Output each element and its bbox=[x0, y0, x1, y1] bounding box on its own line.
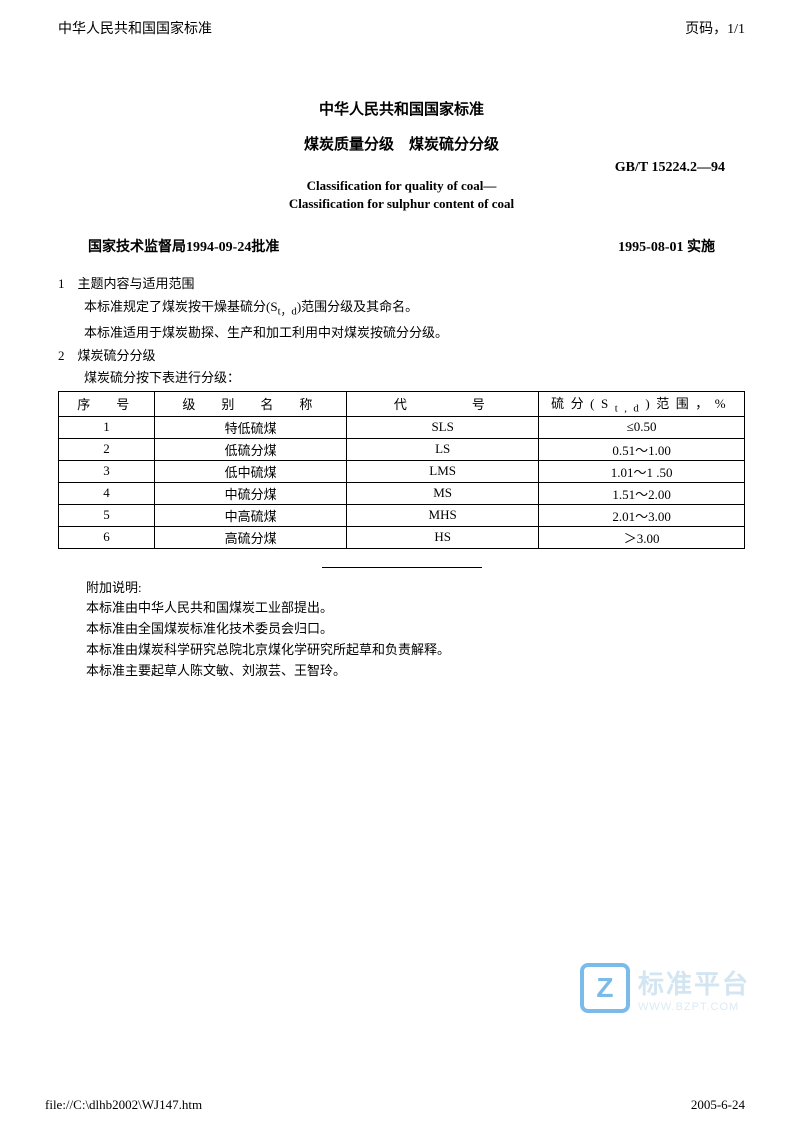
table-cell: MHS bbox=[347, 504, 539, 526]
approval-row: 国家技术监督局1994-09-24批准 1995-08-01 实施 bbox=[88, 236, 715, 256]
standard-code: GB/T 15224.2—94 bbox=[58, 160, 745, 176]
table-cell: 高硫分煤 bbox=[155, 526, 347, 548]
table-cell: 2 bbox=[59, 438, 155, 460]
appendix-heading: 附加说明: bbox=[86, 578, 745, 599]
section-1-heading: 1 主题内容与适用范围 bbox=[58, 274, 745, 295]
table-cell: 2.01～3.00 bbox=[539, 504, 745, 526]
footer-left: file://C:\dlhb2002\WJ147.htm bbox=[45, 1097, 202, 1113]
approval-left: 国家技术监督局1994-09-24批准 bbox=[88, 236, 279, 256]
appendix-block: 附加说明: 本标准由中华人民共和国煤炭工业部提出。 本标准由全国煤炭标准化技术委… bbox=[86, 578, 745, 682]
table-row: 5中高硫煤MHS2.01～3.00 bbox=[59, 504, 745, 526]
table-cell: 中高硫煤 bbox=[155, 504, 347, 526]
table-cell: 中硫分煤 bbox=[155, 482, 347, 504]
appendix-line-2: 本标准由全国煤炭标准化技术委员会归口。 bbox=[86, 619, 745, 640]
table-row: 2低硫分煤LS0.51～1.00 bbox=[59, 438, 745, 460]
footer-right: 2005-6-24 bbox=[691, 1097, 745, 1113]
table-cell: 6 bbox=[59, 526, 155, 548]
divider-line bbox=[322, 567, 482, 568]
table-cell: LMS bbox=[347, 460, 539, 482]
col-header-seq: 序 号 bbox=[59, 392, 155, 417]
table-cell: 1.51～2.00 bbox=[539, 482, 745, 504]
title-block: 中华人民共和国国家标准 煤炭质量分级 煤炭硫分分级 bbox=[58, 98, 745, 154]
section-2-heading: 2 煤炭硫分分级 bbox=[58, 346, 745, 367]
section-2-title: 煤炭硫分分级 bbox=[78, 348, 156, 363]
col-header-name: 级 别 名 称 bbox=[155, 392, 347, 417]
table-cell: ≤0.50 bbox=[539, 416, 745, 438]
table-cell: 1 bbox=[59, 416, 155, 438]
table-cell: HS bbox=[347, 526, 539, 548]
table-cell: 0.51～1.00 bbox=[539, 438, 745, 460]
page-header: 中华人民共和国国家标准 页码，1/1 bbox=[0, 0, 800, 38]
table-cell: 低中硫煤 bbox=[155, 460, 347, 482]
watermark-logo-icon: Z bbox=[580, 963, 630, 1013]
table-row: 6高硫分煤HS＞3.00 bbox=[59, 526, 745, 548]
watermark-cn: 标准平台 bbox=[638, 964, 750, 1001]
header-right: 页码，1/1 bbox=[685, 18, 745, 38]
page-footer: file://C:\dlhb2002\WJ147.htm 2005-6-24 bbox=[0, 1097, 800, 1113]
approval-right: 1995-08-01 实施 bbox=[618, 236, 715, 256]
classification-table: 序 号 级 别 名 称 代 号 硫分(St,d)范围，% 1特低硫煤SLS≤0.… bbox=[58, 391, 745, 549]
watermark-url: WWW.BZPT.COM bbox=[638, 1001, 750, 1013]
table-header-row: 序 号 级 别 名 称 代 号 硫分(St,d)范围，% bbox=[59, 392, 745, 417]
section-1-para-1: 本标准规定了煤炭按干燥基硫分(St，d)范围分级及其命名。 bbox=[58, 297, 745, 321]
watermark: Z 标准平台 WWW.BZPT.COM bbox=[580, 963, 750, 1013]
table-cell: SLS bbox=[347, 416, 539, 438]
table-cell: LS bbox=[347, 438, 539, 460]
table-cell: 特低硫煤 bbox=[155, 416, 347, 438]
table-cell: 4 bbox=[59, 482, 155, 504]
title-main: 中华人民共和国国家标准 bbox=[58, 98, 745, 119]
section-1-title: 主题内容与适用范围 bbox=[78, 276, 195, 291]
table-cell: MS bbox=[347, 482, 539, 504]
section-2-para-1: 煤炭硫分按下表进行分级： bbox=[58, 368, 745, 389]
title-english-2: Classification for sulphur content of co… bbox=[58, 196, 745, 212]
section-2-number: 2 bbox=[58, 348, 65, 363]
header-left: 中华人民共和国国家标准 bbox=[58, 18, 212, 38]
table-cell: ＞3.00 bbox=[539, 526, 745, 548]
appendix-line-3: 本标准由煤炭科学研究总院北京煤化学研究所起草和负责解释。 bbox=[86, 640, 745, 661]
table-cell: 5 bbox=[59, 504, 155, 526]
table-row: 1特低硫煤SLS≤0.50 bbox=[59, 416, 745, 438]
title-english-1: Classification for quality of coal— bbox=[58, 178, 745, 194]
section-1-para-2: 本标准适用于煤炭勘探、生产和加工利用中对煤炭按硫分分级。 bbox=[58, 323, 745, 344]
col-header-code: 代 号 bbox=[347, 392, 539, 417]
table-body: 1特低硫煤SLS≤0.502低硫分煤LS0.51～1.003低中硫煤LMS1.0… bbox=[59, 416, 745, 548]
table-cell: 1.01～1 .50 bbox=[539, 460, 745, 482]
title-sub: 煤炭质量分级 煤炭硫分分级 bbox=[58, 133, 745, 154]
section-1-number: 1 bbox=[58, 276, 65, 291]
table-row: 4中硫分煤MS1.51～2.00 bbox=[59, 482, 745, 504]
table-cell: 低硫分煤 bbox=[155, 438, 347, 460]
table-row: 3低中硫煤LMS1.01～1 .50 bbox=[59, 460, 745, 482]
col-header-range: 硫分(St,d)范围，% bbox=[539, 392, 745, 417]
table-cell: 3 bbox=[59, 460, 155, 482]
appendix-line-1: 本标准由中华人民共和国煤炭工业部提出。 bbox=[86, 598, 745, 619]
appendix-line-4: 本标准主要起草人陈文敏、刘淑芸、王智玲。 bbox=[86, 661, 745, 682]
document-body: 中华人民共和国国家标准 煤炭质量分级 煤炭硫分分级 GB/T 15224.2—9… bbox=[0, 38, 800, 682]
watermark-text: 标准平台 WWW.BZPT.COM bbox=[638, 964, 750, 1013]
